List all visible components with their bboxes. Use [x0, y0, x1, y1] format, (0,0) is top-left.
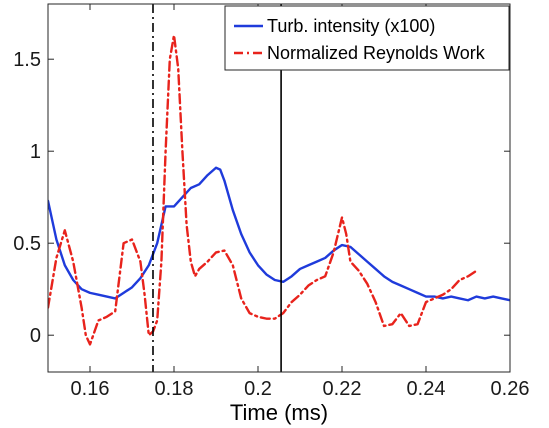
series-line-1: [48, 166, 510, 302]
series-group: [48, 34, 510, 346]
series-line-2: [48, 34, 478, 346]
legend: Turb. intensity (x100) Normalized Reynold…: [224, 5, 510, 71]
y-tick-label: 1: [30, 141, 41, 163]
legend-box: [224, 5, 510, 71]
y-tick-label: 1.5: [13, 49, 41, 71]
y-tick-label: 0: [30, 325, 41, 347]
legend-label-2: Normalized Reynolds Work: [267, 43, 486, 63]
x-axis-title: Time (ms): [230, 400, 328, 425]
x-tick-label: 0.24: [407, 378, 446, 400]
axes: 0.16 0.18 0.2 0.22 0.24 0.26 0 0.5 1 1.5 Time (ms): [13, 3, 530, 425]
x-tick-label: 0.16: [71, 378, 110, 400]
x-tick-label: 0.22: [323, 378, 362, 400]
y-tick-label: 0.5: [13, 233, 41, 255]
axes-box: [47, 3, 511, 373]
x-tick-label: 0.26: [491, 378, 530, 400]
x-tick-label: 0.18: [155, 378, 194, 400]
x-tick-label: 0.2: [244, 378, 272, 400]
legend-label-1: Turb. intensity (x100): [267, 16, 435, 36]
